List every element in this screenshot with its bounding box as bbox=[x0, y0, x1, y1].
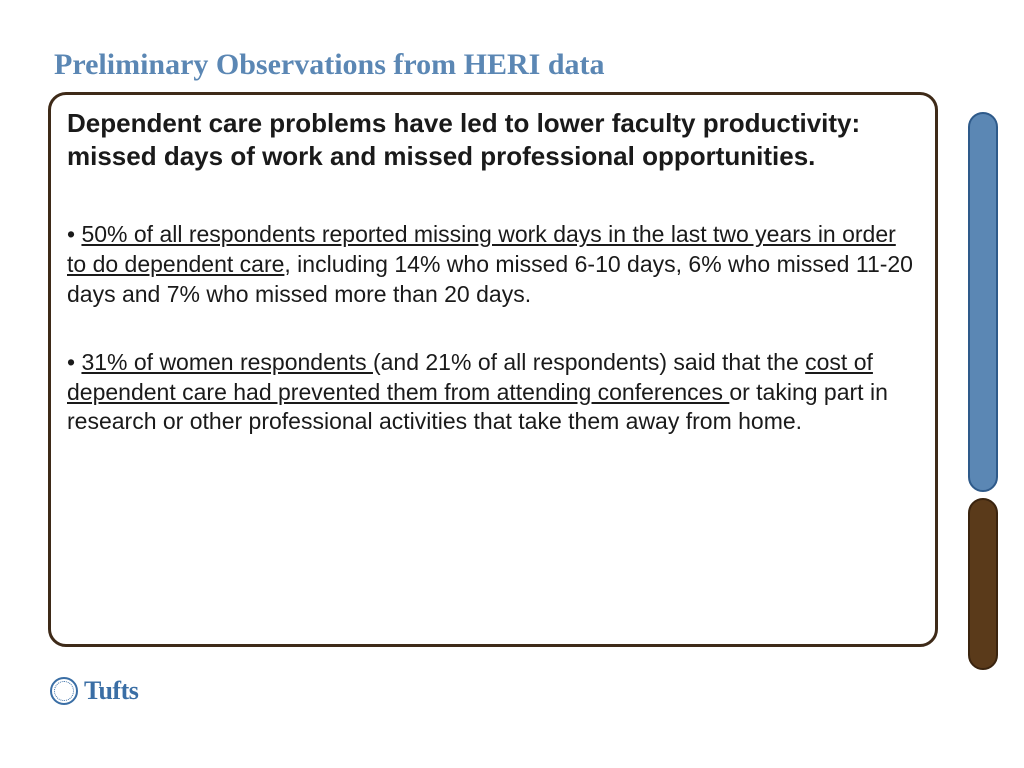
bullet-2: • 31% of women respondents (and 21% of a… bbox=[67, 348, 919, 438]
tufts-logo: Tufts bbox=[50, 676, 138, 706]
sidebar-pills bbox=[968, 112, 998, 670]
pill-blue bbox=[968, 112, 998, 492]
content-box: Dependent care problems have led to lowe… bbox=[48, 92, 938, 647]
slide: Preliminary Observations from HERI data … bbox=[0, 0, 1024, 768]
bullet-2-mid: (and 21% of all respondents) said that t… bbox=[373, 349, 805, 375]
bullet-2-underline-1: 31% of women respondents bbox=[81, 349, 373, 375]
pill-brown bbox=[968, 498, 998, 670]
bullet-marker: • bbox=[67, 221, 81, 247]
bullet-1: • 50% of all respondents reported missin… bbox=[67, 220, 919, 310]
tufts-wordmark: Tufts bbox=[84, 676, 138, 706]
bullet-marker: • bbox=[67, 349, 81, 375]
slide-title: Preliminary Observations from HERI data bbox=[48, 48, 964, 82]
tufts-seal-icon bbox=[50, 677, 78, 705]
lead-text: Dependent care problems have led to lowe… bbox=[67, 107, 919, 172]
